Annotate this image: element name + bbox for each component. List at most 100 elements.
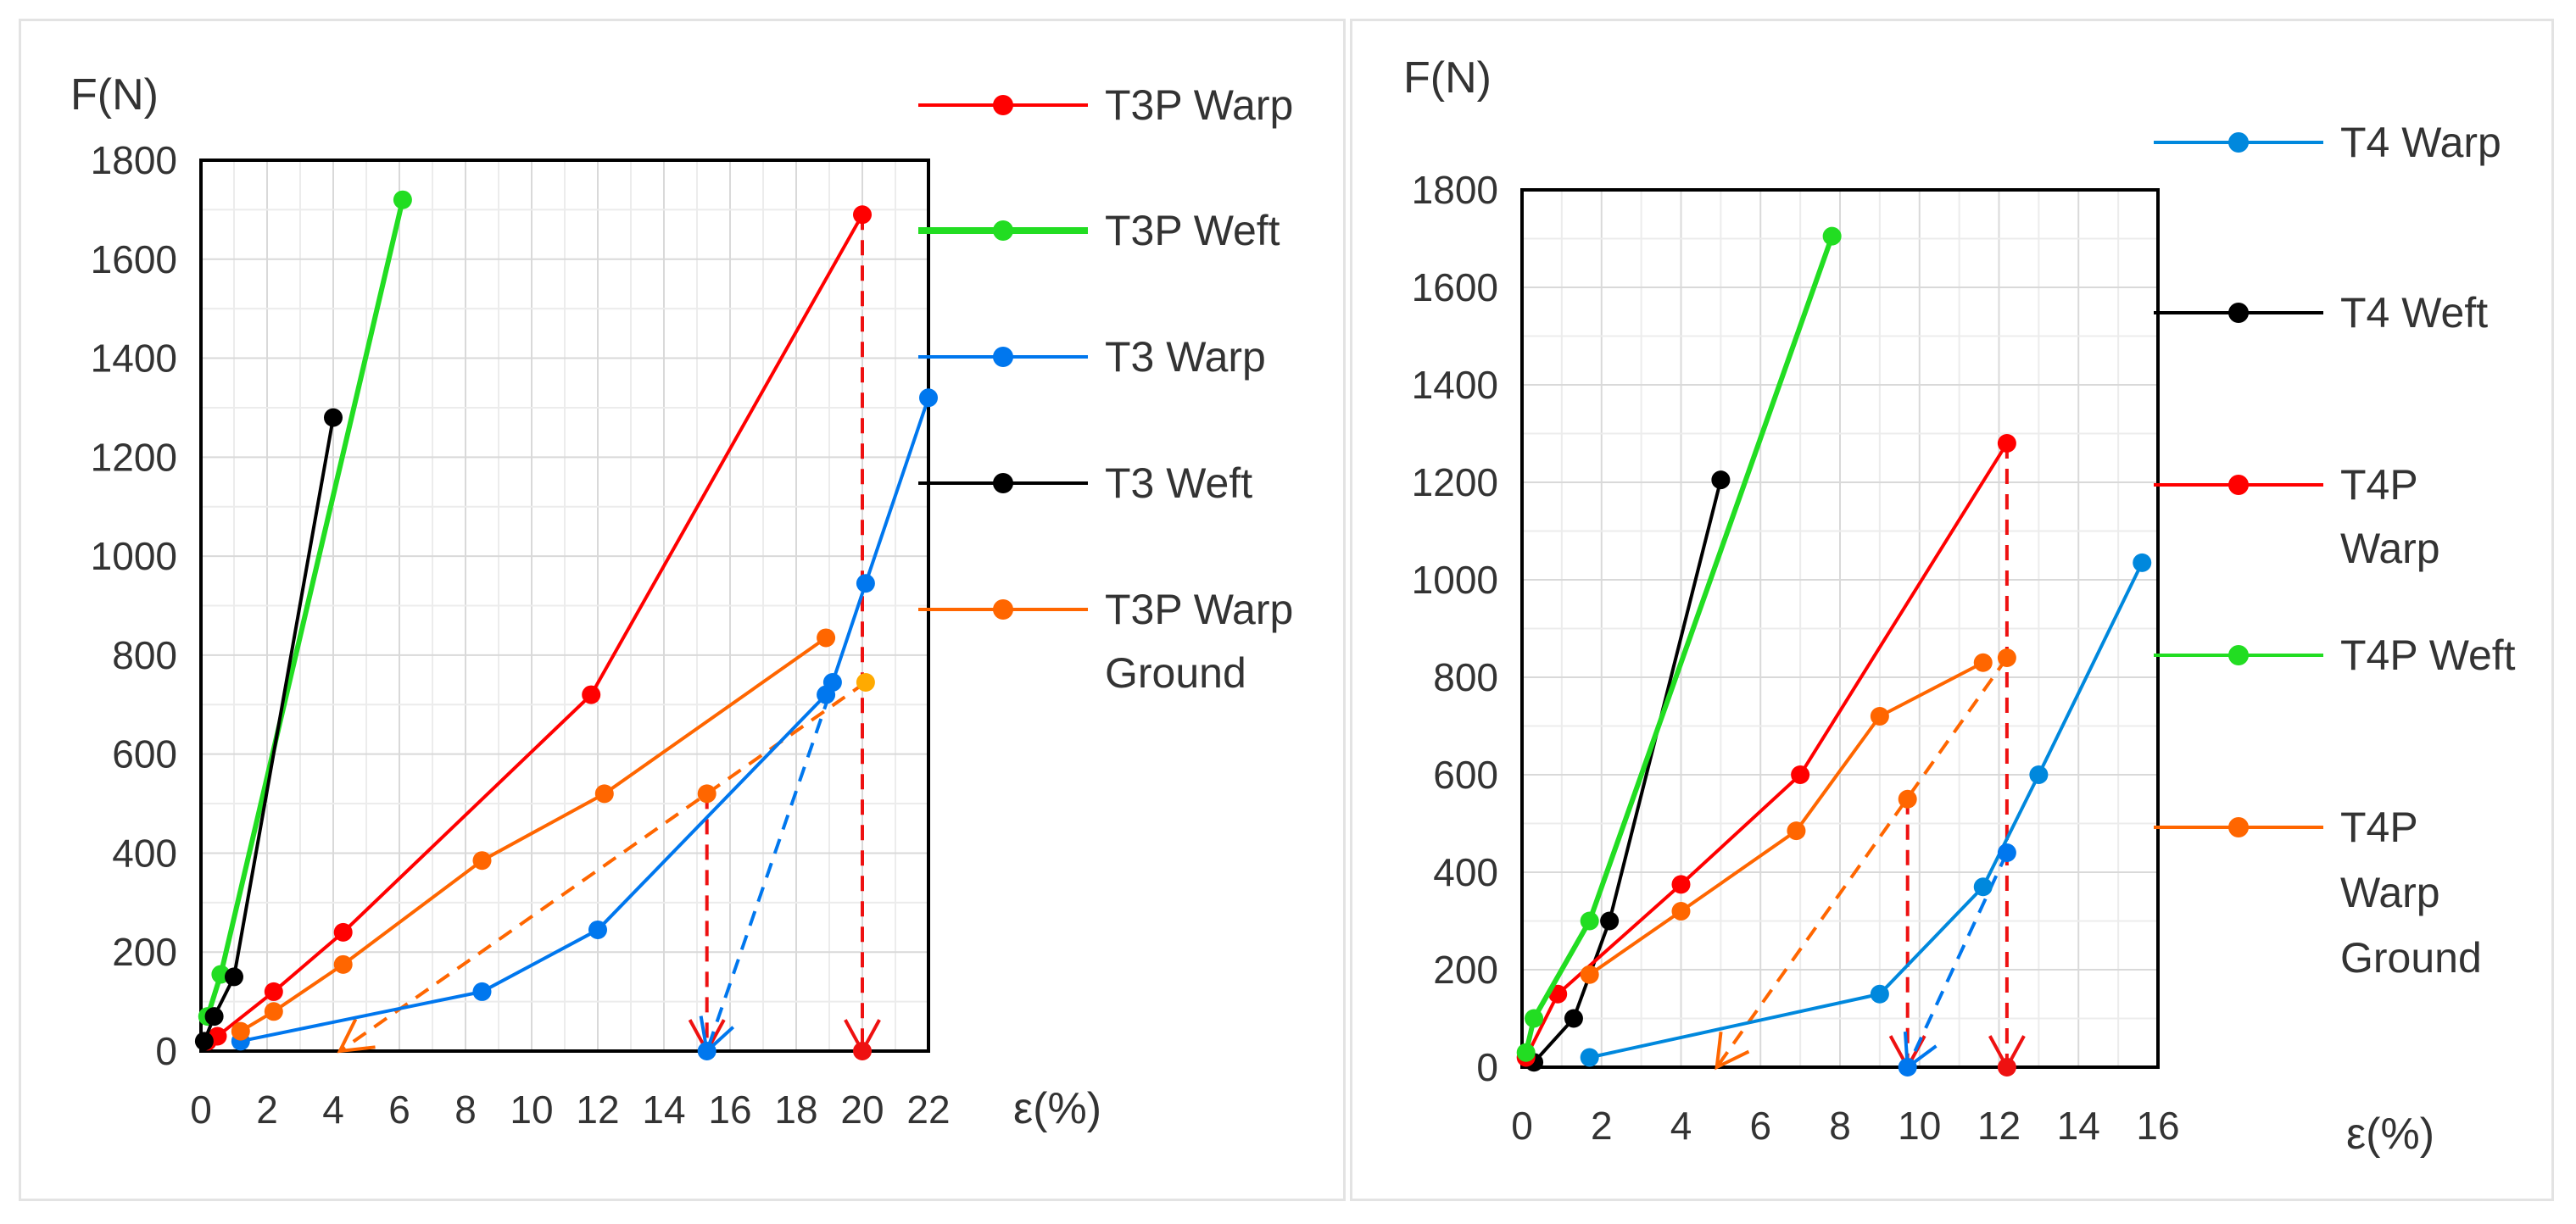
left-xtick-label: 8 — [454, 1088, 477, 1132]
right-point-t4-weft — [1711, 470, 1731, 490]
right-point-t4p-warp-ground — [1580, 965, 1599, 984]
right-xtick-label: 16 — [2136, 1104, 2179, 1148]
right-legend-label-t4p-warp-ground: T4P — [2340, 804, 2418, 851]
right-point-t4p-warp — [1997, 434, 2016, 453]
right-point-t4p-warp-ground — [1973, 653, 1993, 672]
right-xtick-label: 6 — [1749, 1104, 1771, 1148]
left-xtick-label: 12 — [576, 1088, 619, 1132]
left-legend-label-t3p-weft: T3P Weft — [1105, 207, 1280, 254]
right-point-t4-warp — [1973, 877, 1993, 897]
left-xtick-label: 20 — [840, 1088, 884, 1132]
right-legend-label-t4p-warp-ground: Warp — [2340, 869, 2440, 916]
right-point-t4-warp — [2029, 765, 2049, 784]
right-reload-point-4 — [1997, 1058, 2016, 1077]
right-unload-line-2 — [1715, 656, 2009, 1069]
right-y-axis-label: F(N) — [1403, 53, 1492, 103]
right-point-t4-warp — [1580, 1048, 1599, 1067]
right-reload-point-0 — [1898, 789, 1917, 809]
right-legend-marker-t4p-warp — [2228, 475, 2249, 495]
left-point-t3-weft — [204, 1007, 224, 1026]
left-series-line-t3p-warp — [206, 214, 864, 1043]
right-legend-label-t4-warp: T4 Warp — [2340, 119, 2501, 166]
left-reload-point-1 — [856, 673, 875, 693]
right-reload-point-1 — [1997, 648, 2016, 667]
right-ytick-label: 1200 — [1412, 460, 1498, 504]
left-legend-label-t3p-warp-ground: Ground — [1105, 649, 1246, 697]
left-ytick-label: 400 — [112, 831, 177, 875]
left-xtick-label: 16 — [708, 1088, 751, 1132]
left-point-t3-warp — [472, 982, 492, 1001]
right-gridlines — [1521, 189, 2159, 1068]
right-point-t4p-warp-ground — [1671, 902, 1691, 921]
right-legend-marker-t4p-warp-ground — [2228, 817, 2249, 837]
right-ytick-label: 400 — [1433, 850, 1498, 894]
left-legend-marker-t3-warp — [993, 347, 1013, 367]
left-legend-label-t3-warp: T3 Warp — [1105, 333, 1266, 381]
chart-panel-left: 0 2 4 6 8 10 12 14 16 18 20 22 0 200 400 600 800 1000 1200… — [19, 19, 1346, 1201]
right-series-line-t4p-warp-ground — [1588, 660, 1984, 976]
right-point-t4p-weft — [1580, 911, 1599, 931]
right-reload-point-3 — [1898, 1058, 1917, 1077]
left-point-t3p-warp-ground — [333, 954, 353, 974]
left-point-t3p-warp — [853, 205, 872, 225]
left-unload-arrow-2 — [337, 1018, 376, 1054]
left-ytick-label: 200 — [112, 930, 177, 974]
right-legend-label-t4p-warp-ground: Ground — [2340, 934, 2482, 982]
right-point-t4-warp — [1870, 984, 1889, 1004]
left-reload-point-2 — [697, 1042, 716, 1060]
right-point-t4p-warp-ground — [1787, 821, 1806, 841]
left-series-line-t3-warp — [240, 397, 930, 1043]
chart-left-svg: 0 2 4 6 8 10 12 14 16 18 20 22020040060080010001200… — [70, 70, 1293, 1133]
left-ytick-label: 1000 — [91, 534, 177, 578]
left-legend-label-t3-weft: T3 Weft — [1105, 459, 1252, 507]
left-ytick-label: 1400 — [91, 337, 177, 381]
left-point-t3p-warp-ground — [231, 1021, 250, 1041]
left-ytick-label: 800 — [112, 633, 177, 677]
right-point-t4p-warp — [1791, 765, 1810, 784]
left-legend-marker-t3p-warp-ground — [993, 599, 1013, 620]
right-point-t4p-weft — [1525, 1009, 1544, 1028]
right-ytick-label: 0 — [1476, 1045, 1498, 1089]
left-point-t3-warp — [822, 673, 842, 693]
left-legend-label-t3p-warp-ground: T3P Warp — [1105, 586, 1293, 633]
right-unload-arrow-2 — [1715, 1032, 1750, 1071]
right-xtick-label: 10 — [1898, 1104, 1941, 1148]
right-point-t4-weft — [1600, 911, 1620, 931]
left-series-line-t3p-warp-ground — [239, 636, 828, 1033]
left-xtick-label: 2 — [256, 1088, 278, 1132]
left-xtick-label: 0 — [190, 1088, 212, 1132]
right-legend-label-t4p-warp: T4P — [2340, 461, 2418, 509]
left-point-t3p-warp-ground — [594, 784, 614, 804]
right-reload-point-2 — [1997, 843, 2016, 862]
left-point-t3p-warp — [582, 685, 601, 704]
right-point-t4p-weft — [1516, 1043, 1536, 1062]
left-ytick-label: 0 — [155, 1029, 177, 1073]
left-ytick-label: 1200 — [91, 435, 177, 479]
right-ytick-label: 200 — [1433, 948, 1498, 992]
right-legend-label-t4p-warp: Warp — [2340, 525, 2440, 572]
left-point-t3p-warp — [264, 982, 283, 1001]
left-ytick-label: 1800 — [91, 138, 177, 182]
left-point-t3-warp — [856, 574, 875, 593]
right-ytick-label: 800 — [1433, 655, 1498, 699]
right-legend-marker-t4p-weft — [2228, 645, 2249, 665]
left-point-t3p-warp-ground — [817, 628, 836, 648]
right-point-t4p-warp — [1671, 875, 1691, 894]
chart-panel-right: 0 2 4 6 8 10 12 14 16 0 200 400 600 800 1000 1200 1400 16… — [1350, 19, 2554, 1201]
right-xtick-label: 8 — [1829, 1104, 1851, 1148]
right-ytick-label: 1400 — [1412, 363, 1498, 407]
right-series-line-t4-warp — [1589, 561, 2144, 1060]
left-y-axis-label: F(N) — [70, 70, 159, 120]
left-unload-line-3 — [705, 693, 831, 1052]
right-xtick-label: 4 — [1670, 1104, 1692, 1148]
chart-right-svg: 0 2 4 6 8 10 12 14 16 0 200 400 600 800 1000 1200 1400 16… — [1403, 53, 2516, 1159]
right-series-line-t4p-warp — [1524, 442, 2009, 1059]
right-xtick-label: 14 — [2057, 1104, 2100, 1148]
left-xtick-label: 6 — [388, 1088, 410, 1132]
left-reload-point-0 — [697, 784, 716, 804]
left-series-line-t3p-weft — [204, 199, 405, 1018]
left-legend-label-t3p-warp: T3P Warp — [1105, 81, 1293, 129]
left-point-t3-weft — [194, 1032, 214, 1051]
left-reload-point-3 — [853, 1042, 872, 1060]
right-xtick-label: 12 — [1977, 1104, 2021, 1148]
